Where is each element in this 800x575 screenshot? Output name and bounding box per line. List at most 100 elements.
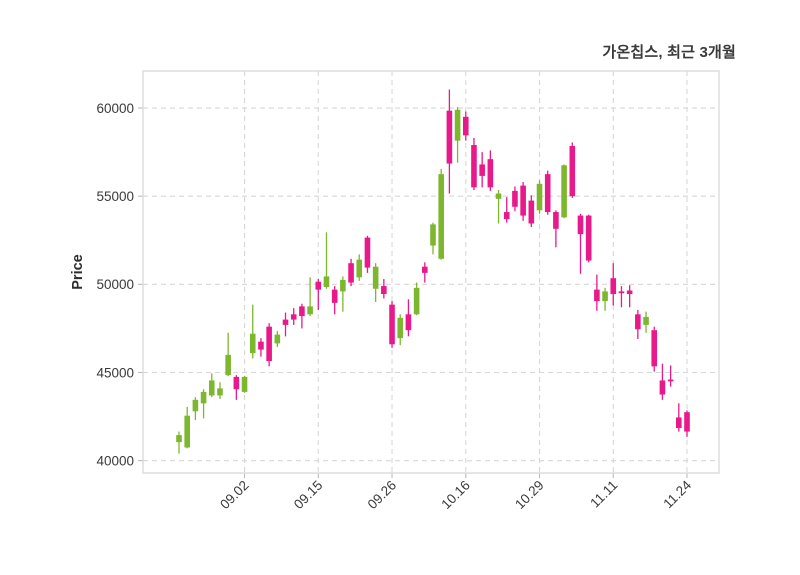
candle-body bbox=[315, 281, 322, 290]
candle-body bbox=[208, 380, 215, 396]
candle-body bbox=[274, 334, 281, 344]
candle bbox=[626, 285, 633, 308]
chart-title: 가온칩스, 최근 3개월 bbox=[602, 44, 736, 61]
candle bbox=[208, 373, 215, 398]
candle bbox=[569, 142, 576, 198]
candle bbox=[258, 338, 264, 357]
candle bbox=[503, 197, 510, 223]
candle-body bbox=[553, 212, 559, 229]
candle-body bbox=[618, 291, 625, 294]
candle bbox=[274, 331, 281, 347]
candle bbox=[225, 332, 231, 377]
candle bbox=[438, 168, 444, 260]
candle bbox=[462, 111, 469, 141]
candle-body bbox=[413, 287, 420, 315]
candle-body bbox=[503, 212, 510, 220]
candle-body bbox=[364, 237, 371, 268]
candle-body bbox=[454, 109, 461, 141]
candle-body bbox=[323, 276, 330, 287]
candle-body bbox=[495, 193, 502, 199]
candle bbox=[299, 303, 305, 329]
candle-body bbox=[610, 278, 617, 295]
candle-body bbox=[176, 435, 182, 443]
x-tick-label: 09.15 bbox=[291, 478, 326, 513]
candle bbox=[413, 282, 420, 316]
candle bbox=[307, 277, 313, 317]
candle-body bbox=[389, 304, 395, 345]
candle bbox=[594, 274, 600, 311]
candle bbox=[528, 195, 535, 228]
candle bbox=[430, 222, 436, 255]
candle bbox=[249, 304, 256, 359]
candle bbox=[233, 375, 240, 400]
candle-body bbox=[462, 116, 469, 136]
candle bbox=[561, 164, 567, 219]
candle bbox=[536, 180, 543, 214]
candle-body bbox=[667, 379, 674, 382]
y-tick-label: 50000 bbox=[96, 277, 134, 292]
candle bbox=[520, 182, 526, 221]
candle bbox=[684, 410, 690, 437]
candle-body bbox=[340, 279, 346, 292]
candle-body bbox=[397, 317, 404, 339]
candle-body bbox=[479, 164, 485, 176]
candle-body bbox=[544, 174, 551, 213]
candle-body bbox=[258, 341, 264, 350]
candle-body bbox=[372, 266, 379, 289]
y-tick-label: 40000 bbox=[96, 453, 134, 468]
candle-body bbox=[438, 174, 444, 259]
y-tick-label: 55000 bbox=[96, 189, 134, 204]
candle-body bbox=[626, 290, 633, 295]
candle bbox=[381, 279, 387, 299]
candle bbox=[282, 312, 289, 337]
candle bbox=[266, 323, 272, 367]
candle-body bbox=[585, 215, 592, 261]
candle bbox=[618, 286, 625, 308]
candle-body bbox=[602, 291, 608, 302]
candle bbox=[340, 276, 346, 312]
candle bbox=[471, 138, 477, 191]
candle bbox=[372, 263, 379, 302]
candle-body bbox=[356, 259, 363, 278]
candle-body bbox=[282, 319, 289, 325]
candle bbox=[553, 210, 559, 248]
candle-body bbox=[446, 110, 453, 164]
candle bbox=[676, 403, 682, 432]
candle-body bbox=[430, 224, 436, 246]
candle-body bbox=[233, 376, 240, 390]
candle bbox=[200, 389, 207, 419]
candle bbox=[323, 232, 330, 289]
candle-body bbox=[249, 333, 256, 354]
candle bbox=[241, 376, 248, 393]
candle-body bbox=[200, 391, 207, 404]
candle-body bbox=[676, 417, 682, 429]
candle-body bbox=[528, 200, 535, 224]
candle bbox=[667, 365, 674, 387]
candle bbox=[487, 150, 494, 191]
candle-body bbox=[217, 388, 223, 396]
candle bbox=[192, 397, 199, 421]
candle bbox=[389, 301, 395, 348]
candle bbox=[512, 186, 518, 212]
candle bbox=[290, 308, 297, 325]
candle bbox=[544, 170, 551, 215]
plot-frame bbox=[142, 70, 720, 474]
candle bbox=[446, 89, 453, 194]
candle bbox=[184, 406, 190, 449]
candle-body bbox=[422, 266, 428, 273]
x-tick-label: 09.02 bbox=[217, 478, 252, 513]
candle-body bbox=[561, 165, 567, 218]
candle-body bbox=[536, 183, 543, 211]
candle-body bbox=[225, 354, 231, 376]
candle bbox=[331, 286, 338, 315]
candle bbox=[643, 311, 649, 333]
candle bbox=[217, 382, 223, 399]
candle-body bbox=[241, 376, 248, 392]
candle-body bbox=[331, 289, 338, 303]
candle bbox=[356, 254, 363, 281]
candle-body bbox=[266, 326, 272, 362]
y-tick-label: 60000 bbox=[96, 101, 134, 116]
candle bbox=[422, 262, 428, 283]
candle bbox=[397, 314, 404, 346]
